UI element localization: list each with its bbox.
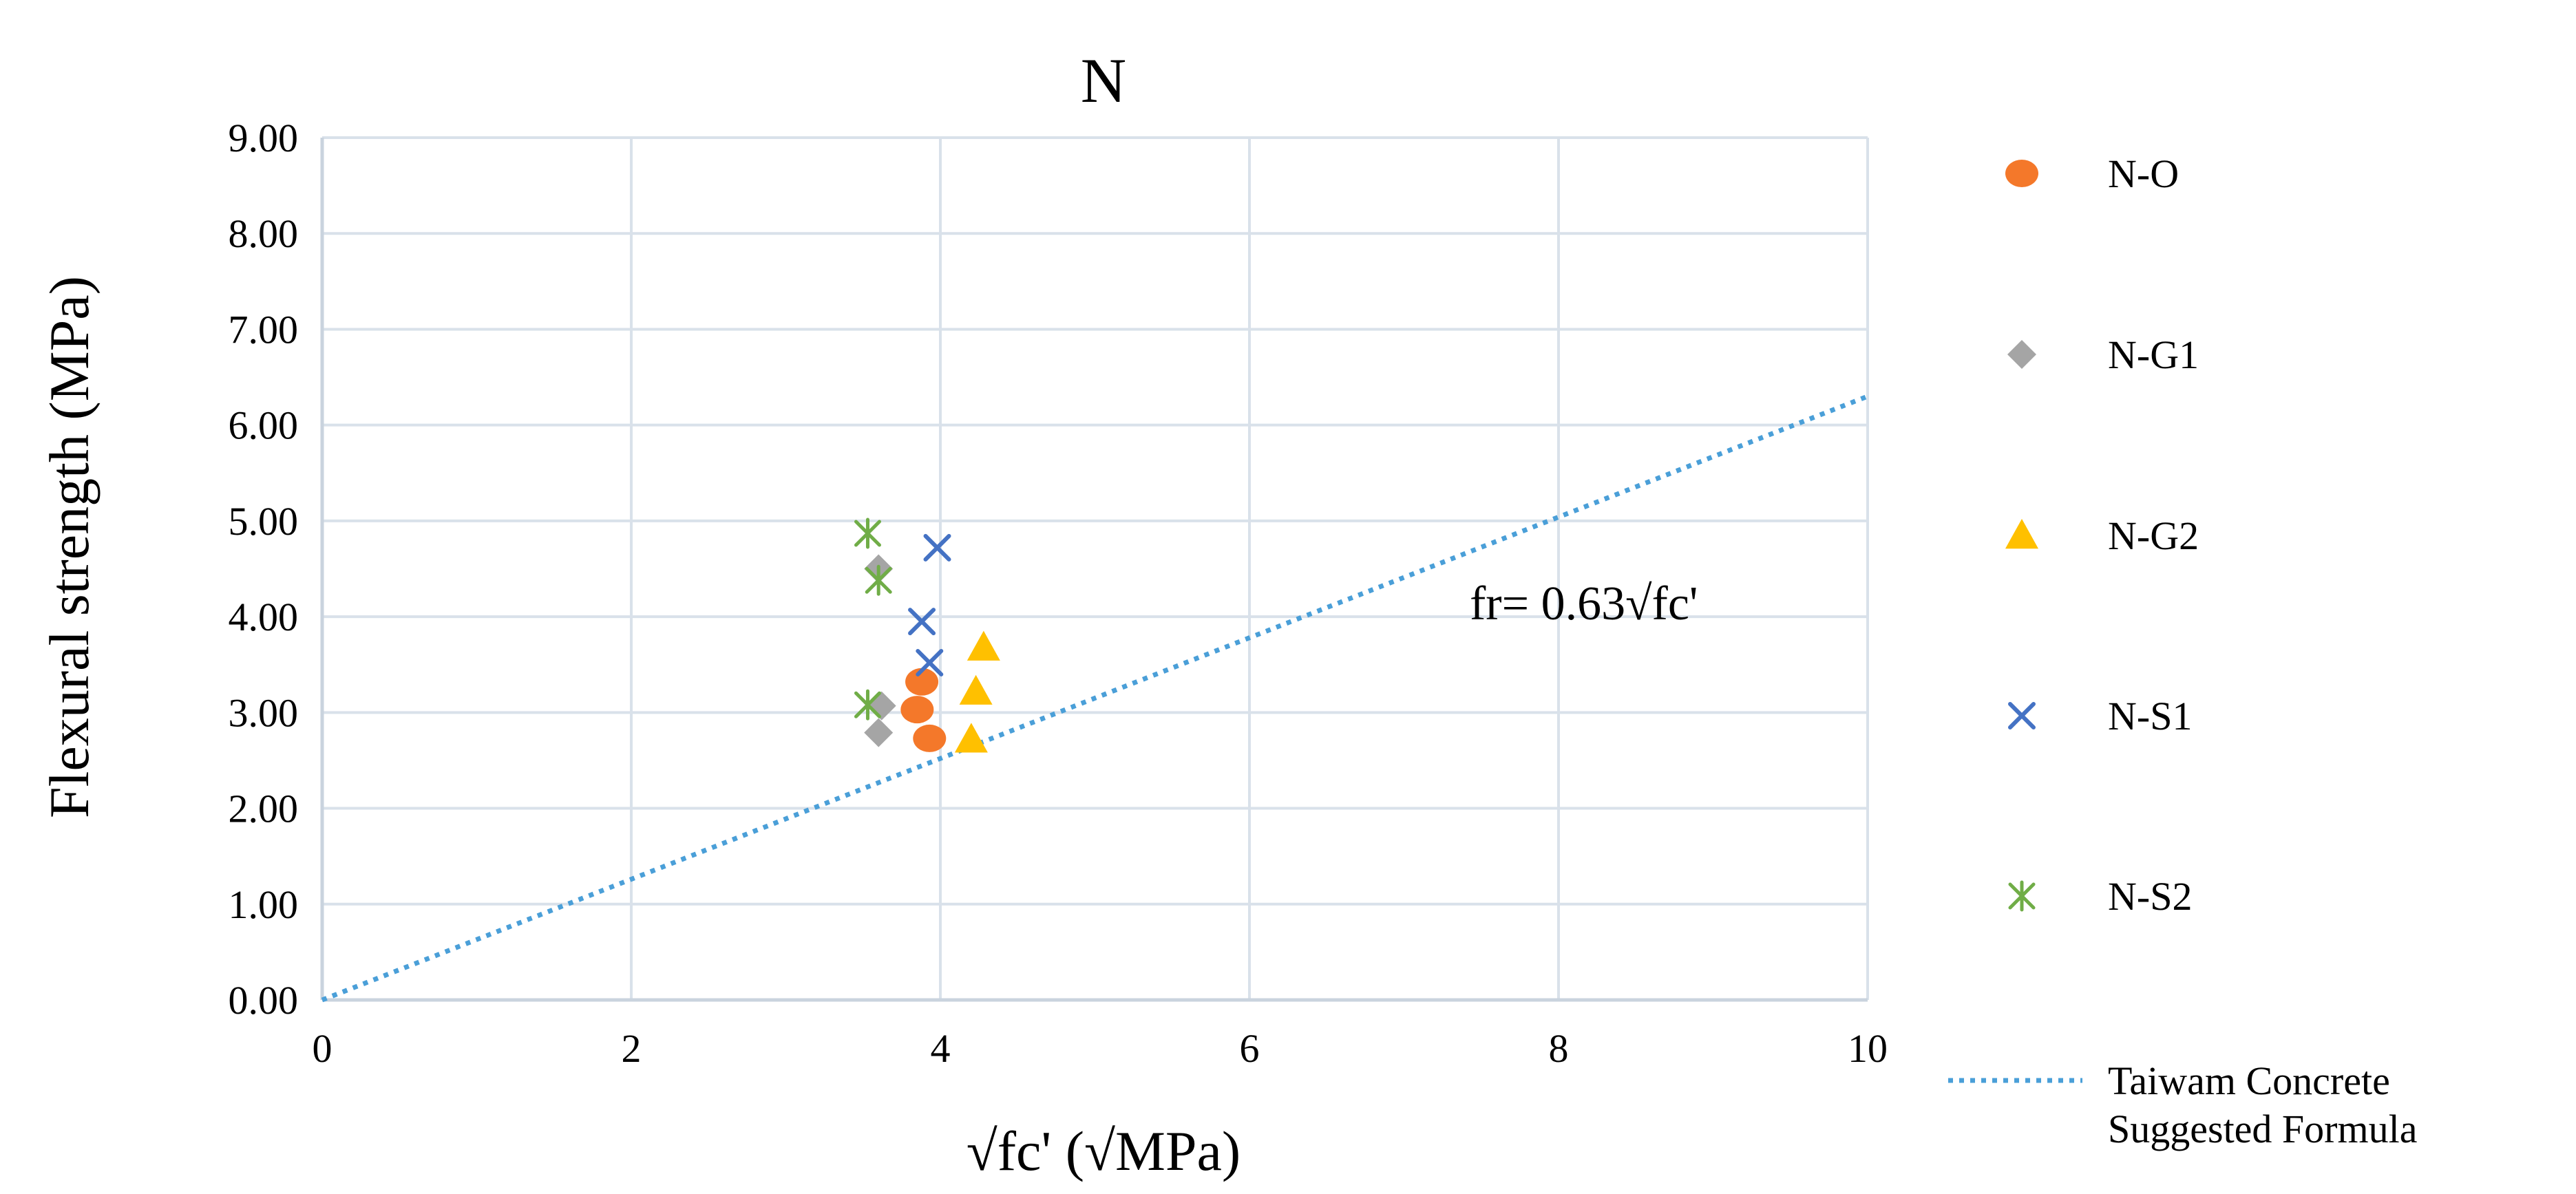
y-tick-label-2: 2.00 xyxy=(229,787,299,831)
point-n-s2-1 xyxy=(854,518,881,549)
x-tick-label-6: 6 xyxy=(1240,1026,1260,1071)
y-tick-label-3: 3.00 xyxy=(229,690,299,735)
legend: N-O N-G1 N-G2 N-S1 N-S2 xyxy=(2005,151,2199,919)
y-tick-label-7: 7.00 xyxy=(229,307,299,352)
point-n-o-2 xyxy=(900,696,934,724)
data-points xyxy=(854,518,1000,753)
x-tick-label-0: 0 xyxy=(313,1026,332,1071)
y-tick-label-8: 8.00 xyxy=(229,211,299,256)
point-n-g2-2 xyxy=(959,674,993,705)
y-tick-label-9: 9.00 xyxy=(229,116,299,160)
legend-label-n-s2: N-S2 xyxy=(2108,874,2192,919)
chart-title: N xyxy=(1081,45,1126,116)
y-tick-label-1: 1.00 xyxy=(229,882,299,927)
y-tick-label-6: 6.00 xyxy=(229,403,299,448)
legend-marker-n-g1 xyxy=(2007,340,2036,369)
legend-marker-n-s1 xyxy=(2008,702,2036,729)
legend-label-n-g1: N-G1 xyxy=(2108,332,2199,377)
point-n-o-1 xyxy=(905,668,939,696)
y-tick-label-5: 5.00 xyxy=(229,499,299,544)
legend-marker-n-g2 xyxy=(2005,519,2038,549)
legend-marker-n-s2 xyxy=(2008,880,2036,912)
formula-annotation: fr= 0.63√fc' xyxy=(1470,577,1698,630)
y-tick-label-4: 4.00 xyxy=(229,595,299,639)
x-tick-label-4: 4 xyxy=(931,1026,951,1071)
point-n-s1-3 xyxy=(916,648,944,676)
point-n-s2-3 xyxy=(854,689,881,721)
x-tick-label-2: 2 xyxy=(622,1026,642,1071)
point-n-g2-1 xyxy=(967,630,1000,661)
legend-label-n-o: N-O xyxy=(2108,151,2179,196)
point-n-s2-2 xyxy=(865,564,892,596)
point-n-o-3 xyxy=(913,724,947,752)
point-n-s1-1 xyxy=(923,533,951,562)
horizontal-gridlines xyxy=(322,136,1868,906)
x-tick-labels: 0 2 4 6 8 10 xyxy=(313,1026,1888,1071)
y-tick-labels: 0.00 1.00 2.00 3.00 4.00 5.00 6.00 7.00 8.00 9.00 xyxy=(229,116,299,1023)
legend-label-n-s1: N-S1 xyxy=(2108,694,2192,738)
x-tick-label-8: 8 xyxy=(1549,1026,1569,1071)
vertical-gridlines xyxy=(630,138,1869,1000)
point-n-g2-3 xyxy=(954,723,988,753)
point-n-g1-2 xyxy=(867,691,896,721)
y-axis-title: Flexural strength (MPa) xyxy=(38,276,101,818)
legend-label-n-g2: N-G2 xyxy=(2108,513,2199,558)
legend-trend-label-line-1: Taiwam Concrete xyxy=(2108,1058,2390,1103)
point-n-g1-3 xyxy=(864,718,894,747)
point-n-s1-2 xyxy=(908,608,936,636)
x-axis-title: √fc' (√MPa) xyxy=(967,1120,1241,1182)
x-tick-label-10: 10 xyxy=(1848,1026,1888,1071)
trend-line xyxy=(321,394,1869,1003)
legend-marker-n-o xyxy=(2005,160,2038,187)
legend-trend-label-line-2: Suggested Formula xyxy=(2108,1107,2417,1151)
y-tick-label-0: 0.00 xyxy=(229,978,299,1023)
